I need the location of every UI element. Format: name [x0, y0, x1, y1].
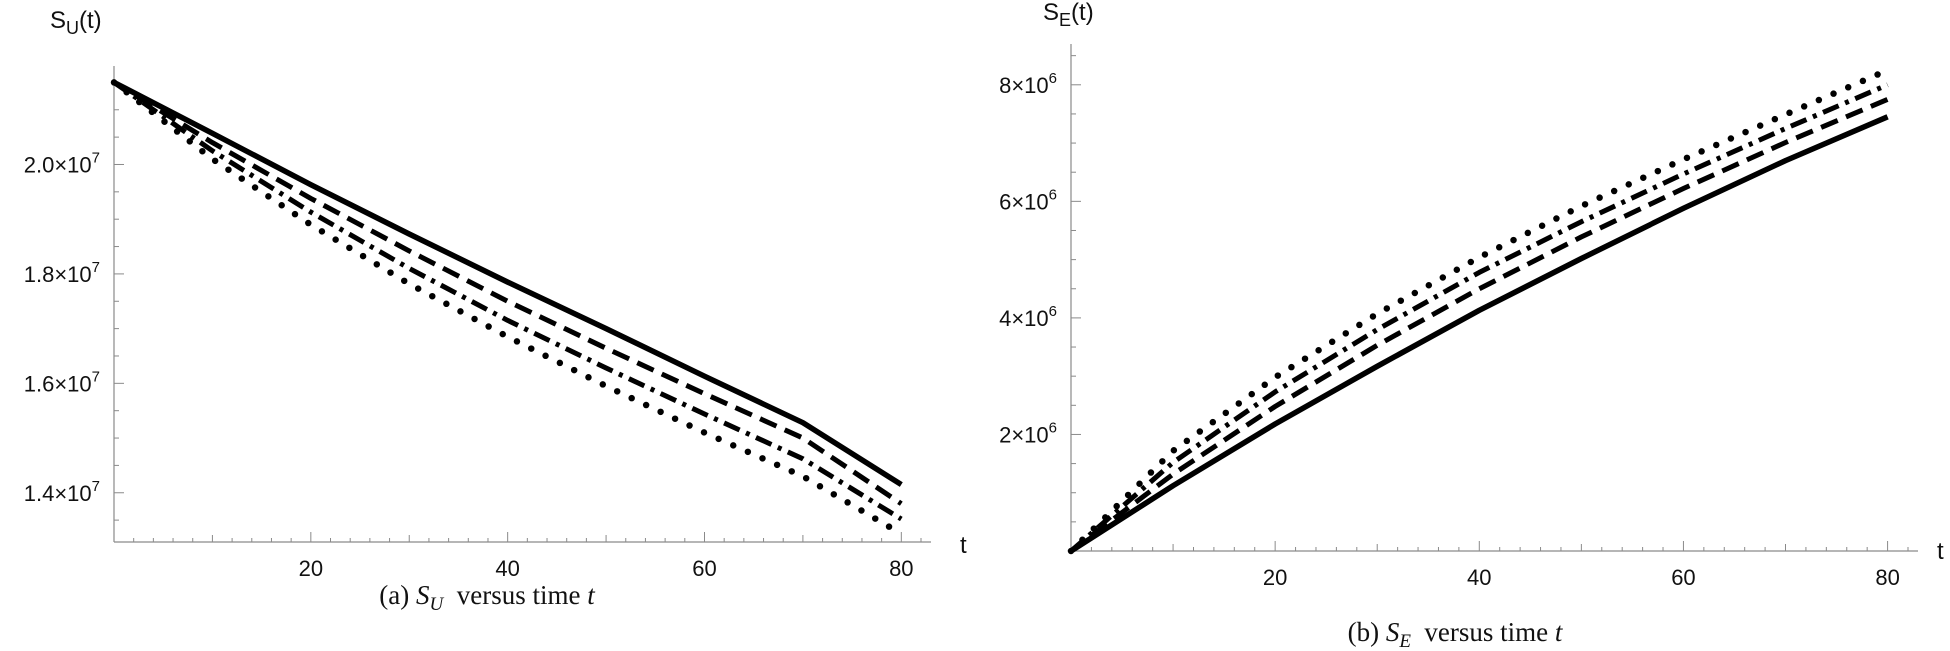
series-line-solid: [1069, 114, 1889, 554]
x-tick-label: 40: [495, 556, 519, 581]
x-tick-label: 80: [889, 556, 913, 581]
panel-b: 20 40 60 80 2×106 4×106 6×106 8×106 SE(t) t (b) SE…: [999, 0, 1944, 651]
series-line-dashed: [112, 80, 903, 506]
figure-caption: (b) SE versus time t: [1348, 617, 1564, 651]
x-tick-label: 80: [1875, 565, 1899, 590]
y-tick-label: 6×106: [999, 186, 1057, 214]
y-tick-label: 1.8×107: [24, 259, 100, 287]
series-line-dotted: [110, 79, 905, 538]
y-tick-label: 8×106: [999, 70, 1057, 98]
x-tick-label: 40: [1467, 565, 1491, 590]
y-tick-label: 1.6×107: [24, 368, 100, 396]
figure-caption: (a) SU versus time t: [379, 580, 596, 615]
x-tick-label: 60: [692, 556, 716, 581]
x-axis-label: t: [960, 532, 967, 559]
series-line-dashdot: [112, 80, 903, 522]
y-axis-label: SU(t): [50, 7, 102, 38]
x-tick-label: 20: [1263, 565, 1287, 590]
y-axis-label: SE(t): [1043, 0, 1094, 30]
y-tick-label: 2×106: [999, 419, 1057, 447]
y-tick-label: 1.4×107: [24, 478, 100, 506]
x-tick-label: 20: [299, 556, 323, 581]
x-tick-label: 60: [1671, 565, 1695, 590]
panel-a: 20 40 60 80 1.4×107 1.6×107 1.8×107 2.0×107 SU(t…: [24, 7, 967, 615]
x-axis-label: t: [1937, 538, 1944, 565]
series-line-dashed: [1069, 97, 1889, 553]
y-tick-label: 2.0×107: [24, 149, 100, 177]
series-line-solid: [112, 79, 903, 487]
series-line-dashdot: [1069, 82, 1889, 553]
y-tick-label: 4×106: [999, 303, 1057, 331]
